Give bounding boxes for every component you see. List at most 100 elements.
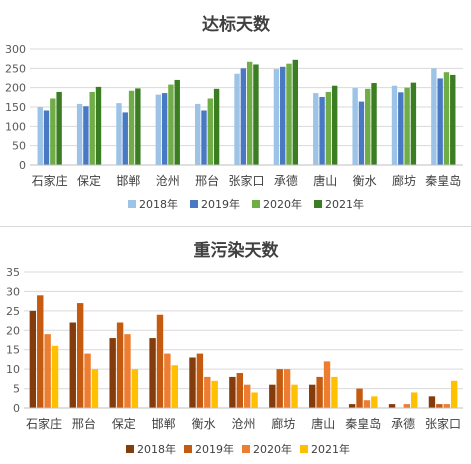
bar bbox=[171, 365, 178, 408]
bar bbox=[116, 322, 124, 408]
x-category-label: 廊坊 bbox=[392, 173, 416, 188]
bar bbox=[194, 103, 201, 165]
bar bbox=[273, 69, 280, 165]
y-tick-label: 0 bbox=[13, 402, 20, 415]
y-tick-label: 35 bbox=[6, 266, 20, 279]
y-tick-label: 0 bbox=[19, 159, 26, 172]
bar bbox=[135, 88, 141, 165]
bar bbox=[269, 384, 276, 408]
bar bbox=[128, 90, 135, 165]
bar bbox=[76, 303, 84, 408]
x-category-label: 邯郸 bbox=[116, 173, 140, 188]
bar bbox=[91, 369, 99, 408]
bar bbox=[251, 392, 258, 408]
bar bbox=[44, 334, 51, 408]
bar bbox=[124, 334, 131, 408]
y-tick-label: 10 bbox=[6, 363, 20, 376]
bar bbox=[276, 369, 283, 408]
bar bbox=[83, 106, 89, 165]
bar bbox=[240, 68, 247, 165]
x-category-label: 保定 bbox=[77, 173, 101, 188]
bar bbox=[403, 404, 411, 408]
x-category-label: 衡水 bbox=[353, 174, 377, 188]
legend-label: 2018年 bbox=[137, 442, 176, 456]
bar bbox=[450, 380, 458, 408]
legend-swatch bbox=[190, 200, 198, 208]
x-category-label: 张家口 bbox=[425, 416, 461, 431]
bar bbox=[436, 404, 443, 408]
bar bbox=[286, 63, 292, 165]
bar bbox=[204, 376, 211, 408]
x-category-label: 承德 bbox=[391, 416, 415, 431]
bar bbox=[450, 74, 456, 165]
bar bbox=[213, 88, 220, 165]
bar bbox=[291, 384, 298, 408]
bar bbox=[43, 110, 50, 165]
bar bbox=[116, 103, 122, 165]
bar bbox=[29, 310, 37, 408]
legend-swatch bbox=[128, 200, 136, 208]
bar bbox=[323, 361, 331, 408]
bar bbox=[325, 91, 332, 165]
bar bbox=[196, 353, 204, 408]
x-category-label: 承德 bbox=[274, 173, 298, 188]
bar bbox=[358, 101, 365, 165]
legend-label: 2018年 bbox=[139, 197, 178, 211]
bar bbox=[428, 396, 436, 408]
y-tick-label: 250 bbox=[5, 62, 26, 75]
bar bbox=[398, 92, 404, 165]
legend-label: 2020年 bbox=[263, 197, 302, 211]
y-tick-label: 50 bbox=[12, 140, 26, 153]
legend-swatch bbox=[184, 445, 192, 453]
chart-compliance-days: 达标天数 0 50 100 150 200 250 300 石家庄 保定 邯郸 沧州 邢台 张家口 承德 唐山… bbox=[5, 14, 463, 211]
chart-heavy-pollution-days: 重污染天数 0 5 10 15 20 25 30 35 石家庄 邢台 保定 邯郸 衡水 沧州 廊坊 唐山 秦皇岛承… bbox=[6, 240, 463, 456]
legend-swatch bbox=[242, 445, 250, 453]
legend-label: 2019年 bbox=[195, 442, 234, 456]
y-tick-label: 200 bbox=[5, 82, 26, 95]
bar bbox=[161, 93, 168, 165]
x-category-label: 保定 bbox=[112, 416, 136, 431]
bar bbox=[156, 314, 164, 408]
bar bbox=[331, 85, 338, 165]
legend-swatch bbox=[300, 445, 308, 453]
bar bbox=[410, 82, 417, 165]
x-category-label: 石家庄 bbox=[32, 173, 68, 188]
legend-label: 2019年 bbox=[201, 197, 240, 211]
bar bbox=[431, 68, 437, 165]
bar bbox=[122, 112, 128, 165]
x-category-label: 廊坊 bbox=[271, 416, 295, 431]
x-category-label: 秦皇岛 bbox=[425, 173, 461, 188]
legend-label: 2021年 bbox=[311, 442, 350, 456]
legend-swatch bbox=[252, 200, 260, 208]
bar bbox=[313, 93, 319, 165]
bar bbox=[363, 400, 371, 408]
bar bbox=[95, 86, 102, 165]
bar bbox=[443, 72, 450, 165]
bar bbox=[168, 84, 174, 165]
x-category-label: 唐山 bbox=[311, 416, 335, 431]
x-category-label: 唐山 bbox=[313, 173, 337, 188]
legend-label: 2020年 bbox=[253, 442, 292, 456]
y-tick-label: 15 bbox=[6, 344, 20, 357]
x-category-label: 沧州 bbox=[231, 416, 255, 431]
y-tick-label: 100 bbox=[5, 120, 26, 133]
bar bbox=[201, 110, 207, 165]
bar bbox=[348, 404, 356, 408]
y-tick-label: 20 bbox=[6, 324, 20, 337]
bar bbox=[309, 384, 316, 408]
y-tick-label: 25 bbox=[6, 305, 20, 318]
chart-title: 达标天数 bbox=[202, 14, 271, 35]
bar bbox=[411, 392, 418, 408]
bar bbox=[69, 322, 76, 408]
bar bbox=[229, 376, 236, 408]
y-tick-label: 150 bbox=[5, 101, 26, 114]
bar bbox=[388, 404, 396, 408]
bar bbox=[50, 98, 56, 165]
bar bbox=[56, 91, 62, 165]
legend-swatch bbox=[314, 200, 322, 208]
chart-title: 重污染天数 bbox=[194, 240, 280, 261]
bar bbox=[316, 376, 323, 408]
x-category-label: 张家口 bbox=[228, 173, 264, 188]
bar bbox=[131, 369, 139, 408]
x-category-label: 沧州 bbox=[156, 173, 180, 188]
